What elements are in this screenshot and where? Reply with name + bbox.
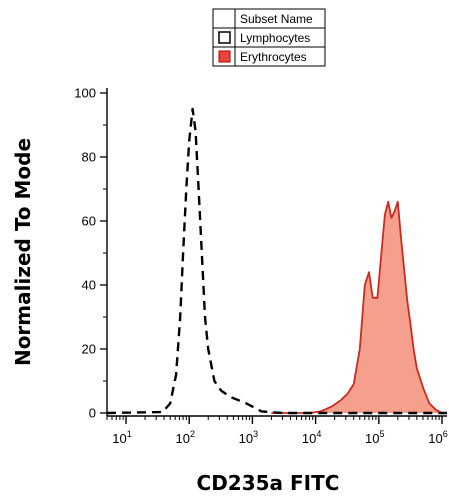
legend-swatch-erythrocytes [218, 50, 231, 63]
plot-area: 0 20 40 60 80 100 101 102 103 104 105 106 [74, 86, 447, 447]
series-line-erythrocytes [271, 200, 447, 414]
legend-label-erythrocytes: Erythrocytes [240, 50, 307, 64]
y-tick-label: 20 [82, 342, 96, 357]
y-tick-label: 0 [89, 406, 96, 421]
y-ticks: 0 20 40 60 80 100 [74, 86, 107, 421]
x-tick-label: 103 [239, 429, 258, 446]
series-area-erythrocytes [271, 201, 447, 413]
x-tick-label: 101 [112, 429, 131, 446]
series-line-lymphocytes [106, 107, 447, 415]
y-tick-label: 100 [74, 86, 96, 101]
x-axis-title: CD235a FITC [197, 471, 340, 495]
legend-label-lymphocytes: Lymphocytes [240, 31, 310, 45]
y-tick-label: 80 [82, 150, 96, 165]
x-ticks: 101 102 103 104 105 106 [106, 416, 448, 446]
x-tick-label: 105 [365, 429, 384, 446]
legend-header: Subset Name [240, 12, 313, 26]
x-tick-label: 104 [302, 429, 321, 446]
y-tick-label: 60 [82, 214, 96, 229]
series-layer [106, 107, 447, 415]
y-tick-label: 40 [82, 278, 96, 293]
legend: Subset Name Lymphocytes Erythrocytes [212, 8, 326, 67]
x-tick-label: 102 [175, 429, 194, 446]
x-tick-label: 106 [428, 429, 447, 446]
legend-swatch-lymphocytes [218, 31, 231, 44]
y-axis-title: Normalized To Mode [11, 138, 35, 366]
